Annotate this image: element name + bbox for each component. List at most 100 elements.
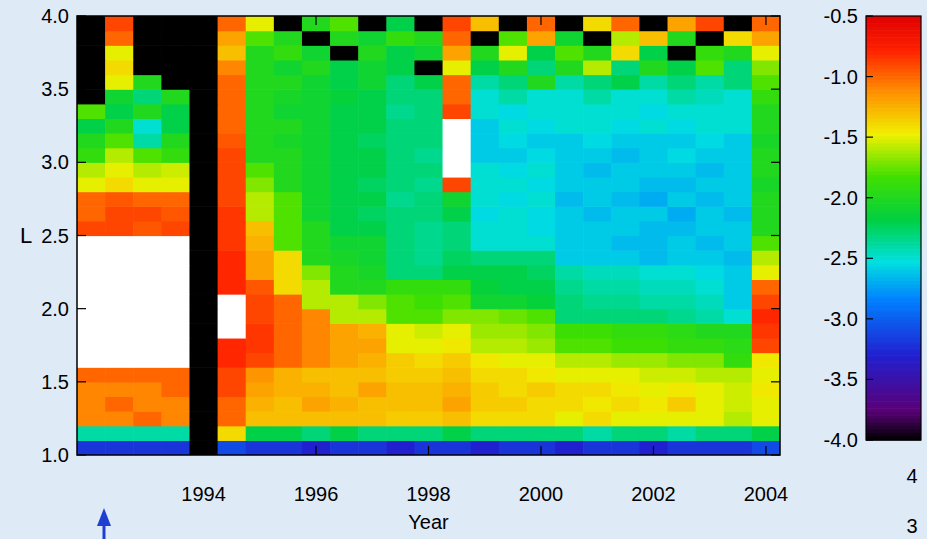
- heatmap-cell: [583, 382, 612, 397]
- heatmap-cell: [246, 367, 275, 382]
- heatmap-cell: [471, 338, 500, 353]
- heatmap-cell: [639, 426, 668, 441]
- heatmap-cell: [218, 279, 247, 294]
- colorbar-swatch: [866, 306, 921, 310]
- heatmap-cell: [246, 75, 275, 90]
- heatmap-cell: [105, 192, 134, 207]
- heatmap-cell: [358, 338, 387, 353]
- heatmap-cell: [386, 279, 415, 294]
- colorbar-swatch: [866, 171, 921, 175]
- no-data-cell: [724, 16, 753, 31]
- heatmap-cell: [386, 16, 415, 31]
- heatmap-cell: [105, 45, 134, 60]
- heatmap-cell: [133, 177, 162, 192]
- heatmap-cell: [668, 221, 697, 236]
- heatmap-cell: [105, 104, 134, 119]
- heatmap-cell: [527, 279, 556, 294]
- no-data-cell: [77, 45, 106, 60]
- heatmap-cell: [386, 236, 415, 251]
- y-tick: [77, 454, 86, 455]
- heatmap-cell: [330, 236, 359, 251]
- heatmap-cell: [386, 265, 415, 280]
- heatmap-cell: [443, 309, 472, 324]
- heatmap-cell: [499, 177, 528, 192]
- x-tick-label: 1998: [406, 483, 451, 505]
- y-tick: [77, 308, 86, 309]
- heatmap-cell: [639, 133, 668, 148]
- heatmap-cell: [274, 440, 303, 455]
- heatmap-cell: [77, 396, 106, 411]
- heatmap-cell: [246, 309, 275, 324]
- heatmap-cell: [218, 250, 247, 265]
- heatmap-cell: [302, 440, 331, 455]
- colorbar-swatch: [866, 415, 921, 419]
- heatmap-cell: [302, 426, 331, 441]
- heatmap-cell: [330, 221, 359, 236]
- x-tick: [428, 446, 429, 455]
- heatmap-cell: [668, 323, 697, 338]
- heatmap-cell: [696, 221, 725, 236]
- heatmap-cell: [555, 89, 584, 104]
- colorbar-swatch: [866, 150, 921, 154]
- heatmap-cell: [471, 396, 500, 411]
- y-tick-label: 3.0: [41, 151, 69, 173]
- heatmap-cell: [302, 104, 331, 119]
- colorbar-swatch: [866, 355, 921, 359]
- heatmap-cell: [471, 236, 500, 251]
- heatmap-cell: [639, 367, 668, 382]
- heatmap-cell: [358, 426, 387, 441]
- y-tick: [771, 454, 780, 455]
- colorbar-swatch: [866, 232, 921, 236]
- colorbar-swatch: [866, 87, 921, 91]
- heatmap-cell: [414, 221, 443, 236]
- heatmap-cell: [668, 367, 697, 382]
- colorbar-swatch: [866, 118, 921, 122]
- no-data-cell: [189, 323, 218, 338]
- heatmap-cell: [302, 250, 331, 265]
- colorbar-swatch: [866, 210, 921, 214]
- heatmap-cell: [499, 118, 528, 133]
- colorbar-swatch: [866, 338, 921, 342]
- no-data-cell: [133, 45, 162, 60]
- heatmap-cell: [386, 177, 415, 192]
- heatmap-cell: [611, 148, 640, 163]
- colorbar-swatch: [866, 274, 921, 278]
- heatmap-cell: [724, 382, 753, 397]
- heatmap-cell: [443, 192, 472, 207]
- heatmap-cell: [302, 45, 331, 60]
- heatmap-cell: [105, 279, 134, 294]
- heatmap-cell: [471, 323, 500, 338]
- colorbar-swatch: [866, 186, 921, 190]
- heatmap-cell: [668, 118, 697, 133]
- heatmap-cell: [752, 323, 780, 338]
- heatmap-cell: [133, 338, 162, 353]
- heatmap-cell: [611, 31, 640, 46]
- heatmap-cell: [752, 31, 780, 46]
- no-data-cell: [189, 177, 218, 192]
- heatmap-cell: [302, 16, 331, 31]
- colorbar-swatch: [866, 281, 921, 285]
- heatmap-cell: [218, 323, 247, 338]
- heatmap-cell: [133, 250, 162, 265]
- heatmap-cell: [611, 353, 640, 368]
- heatmap-cell: [133, 265, 162, 280]
- heatmap-cell: [218, 236, 247, 251]
- heatmap-cell: [246, 411, 275, 426]
- heatmap-cell: [611, 104, 640, 119]
- heatmap-cell: [246, 221, 275, 236]
- heatmap-cell: [358, 177, 387, 192]
- heatmap-cell: [724, 192, 753, 207]
- heatmap-cell: [414, 265, 443, 280]
- heatmap-cell: [161, 309, 190, 324]
- heatmap-cell: [639, 279, 668, 294]
- heatmap-cell: [133, 206, 162, 221]
- heatmap-cell: [724, 353, 753, 368]
- heatmap-cell: [611, 75, 640, 90]
- colorbar-swatch: [866, 334, 921, 338]
- heatmap-cell: [583, 118, 612, 133]
- heatmap-cell: [246, 148, 275, 163]
- colorbar-tick: [866, 137, 873, 138]
- heatmap-cell: [443, 206, 472, 221]
- x-tick: [653, 446, 654, 455]
- colorbar-swatch: [866, 419, 921, 423]
